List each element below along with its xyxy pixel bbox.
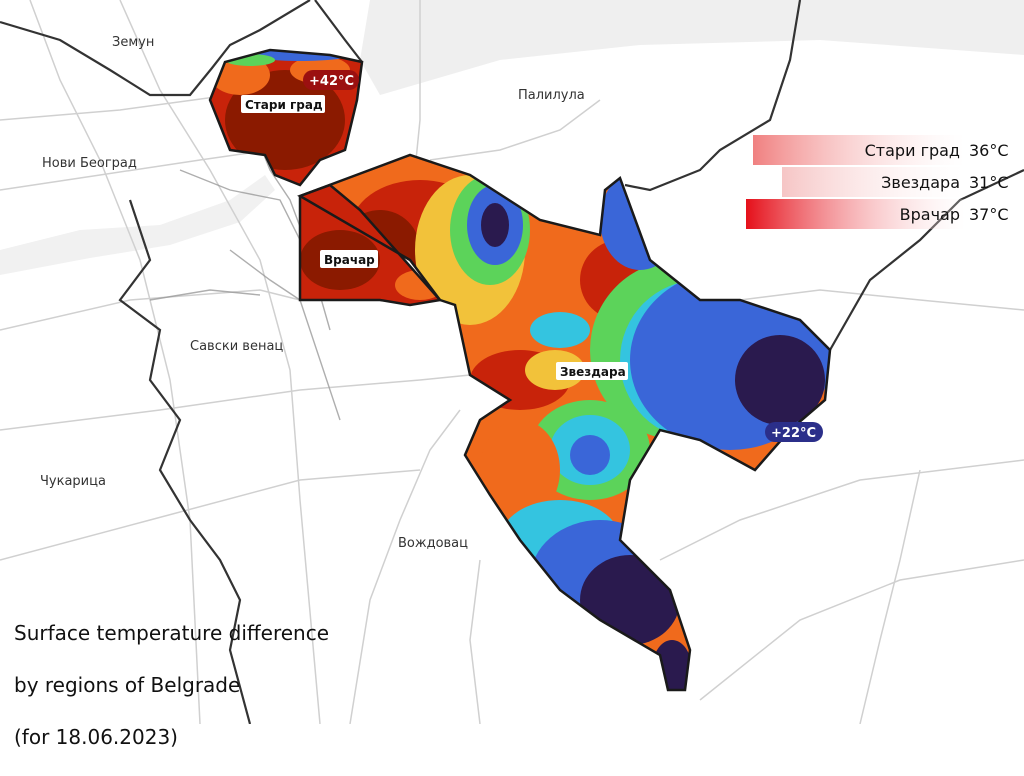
min-temp-badge [765,422,823,442]
min-temp-text: +22°C [771,426,816,441]
map-title: Surface temperature difference by region… [14,594,329,776]
legend-name-stari-grad: Стари град [865,141,960,160]
district-label-zemun: Земун [112,35,154,50]
vracar-boundary [298,183,443,307]
legend-name-zvezdara: Звездара [881,173,960,192]
road-network [0,0,1024,724]
district-label-novi-beograd: Нови Београд [42,156,137,171]
zvezdara-label-bg [556,362,628,380]
title-line-3: (for 18.06.2023) [14,725,178,749]
stari-grad-boundary [208,48,364,187]
vracar-label-bg [320,250,378,268]
region-label-zvezdara: Звездара [560,365,626,379]
max-temp-badge [303,70,359,90]
district-label-savski-venac: Савски венац [190,339,283,354]
legend-value-vracar: 37°C [969,205,1009,224]
title-line-2: by regions of Belgrade [14,673,241,697]
stari-grad-label-bg [241,95,325,113]
district-label-vozdovac: Вождовац [398,536,468,551]
legend: Стари град 36°C Звездара 31°C Врачар 37°… [746,135,1009,229]
river-danube [360,0,1024,95]
title-line-1: Surface temperature difference [14,621,330,645]
zvezdara-boundary [297,153,832,692]
river-sava [0,175,275,275]
district-label-cukarica: Чукарица [40,474,106,489]
map-canvas: Земун Палилула Нови Београд Савски венац… [0,0,1024,724]
legend-bar-zvezdara [782,167,965,197]
legend-value-zvezdara: 31°C [969,173,1009,192]
legend-value-stari-grad: 36°C [969,141,1009,160]
legend-bar-vracar [746,199,965,229]
district-label-palilula: Палилула [518,88,585,103]
district-borders [0,0,1024,724]
legend-bar-stari-grad [753,135,965,165]
max-temp-text: +42°C [309,74,354,89]
region-label-vracar: Врачар [324,253,375,267]
region-label-stari-grad: Стари град [245,98,323,112]
legend-name-vracar: Врачар [900,205,960,224]
